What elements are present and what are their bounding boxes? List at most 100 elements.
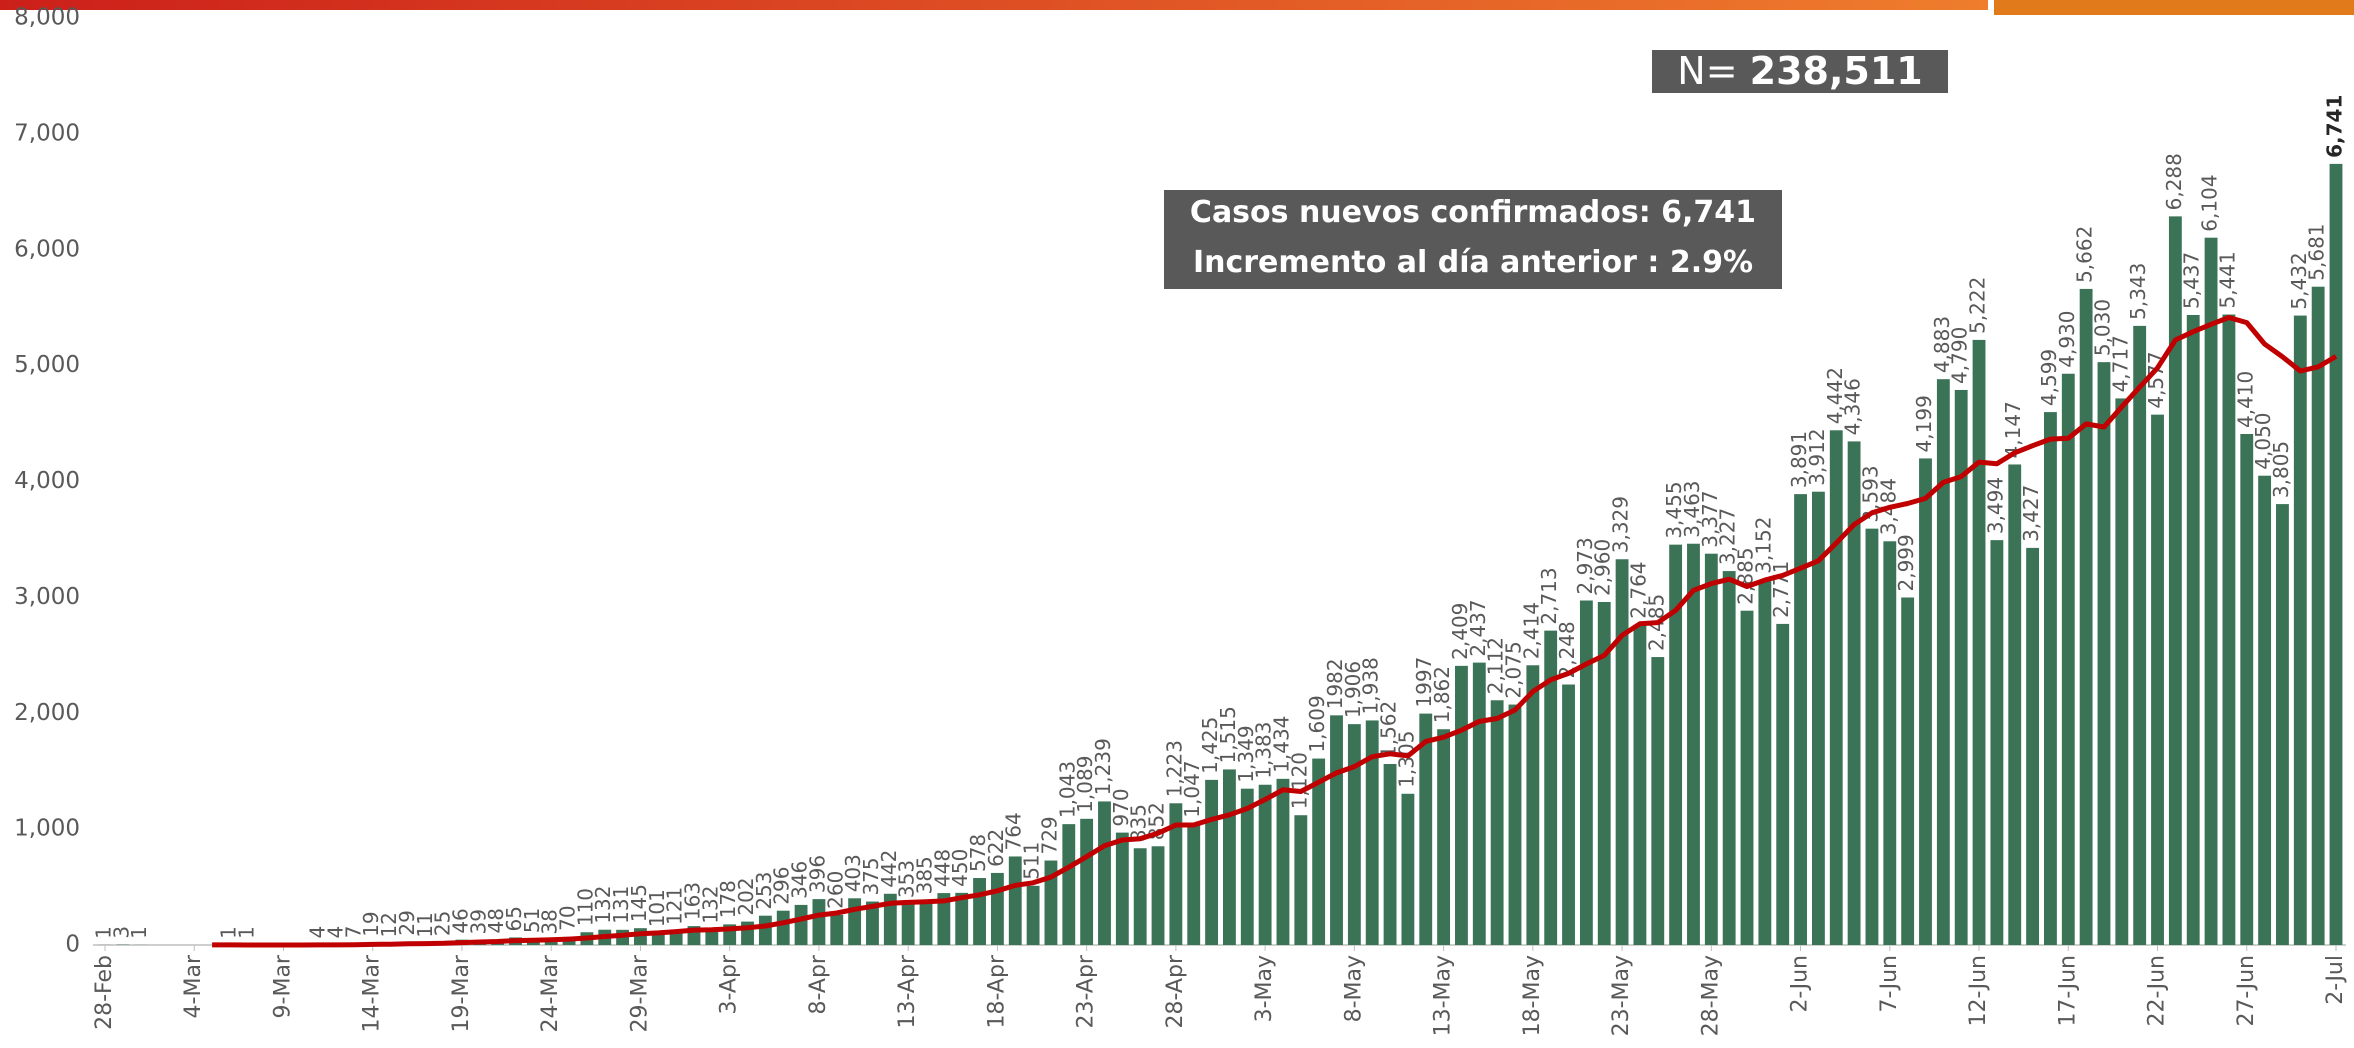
bar: [2151, 414, 2164, 945]
bar: [1151, 846, 1165, 945]
bar: [1722, 571, 1736, 945]
bar: [1455, 665, 1468, 945]
data-label: 2,437: [1466, 599, 1490, 656]
data-label: 3,891: [1787, 431, 1811, 488]
data-label: 5,030: [2090, 299, 2114, 356]
bar: [812, 899, 826, 945]
bar: [1222, 769, 1236, 945]
data-label: 3,494: [1983, 477, 2007, 534]
bar: [794, 904, 808, 945]
bar: [1990, 540, 2004, 945]
bar: [2186, 314, 2200, 945]
bar: [1437, 729, 1451, 945]
data-label: 353: [895, 860, 919, 898]
bar: [1901, 597, 1915, 945]
data-label: 1: [127, 926, 151, 939]
x-tick-label: 28-May: [1698, 955, 1723, 1036]
summary-value: 6,741: [1661, 195, 1756, 230]
bar: [1330, 715, 1343, 945]
x-tick-label: 18-Apr: [984, 954, 1009, 1028]
bar: [1740, 610, 1754, 945]
bar: [1062, 824, 1076, 945]
bar: [1704, 553, 1718, 945]
x-tick-label: 24-Mar: [538, 954, 563, 1032]
data-label: 346: [788, 861, 812, 899]
total-box-bg: [1652, 50, 1948, 93]
bar: [1133, 848, 1147, 945]
x-tick-label: 14-Mar: [360, 954, 385, 1032]
bar: [2079, 288, 2093, 945]
summary-box: Casos nuevos confirmados: 6,741 Incremen…: [1164, 190, 1782, 289]
bar: [1098, 801, 1111, 945]
data-label: 3,329: [1609, 496, 1633, 553]
data-label: 4,790: [1948, 327, 1972, 384]
data-label: 375: [859, 857, 883, 895]
data-label: 1: [92, 926, 116, 939]
bar: [2276, 504, 2289, 945]
x-tick-label: 29-Mar: [627, 954, 652, 1032]
data-label: 6,288: [2162, 153, 2186, 210]
data-label: 1,425: [1198, 717, 1222, 774]
bar: [2204, 237, 2218, 946]
y-tick-label: 1,000: [14, 816, 80, 842]
bar: [1669, 544, 1683, 945]
x-tick-label: 7-Jun: [1877, 955, 1902, 1013]
data-label: 511: [1020, 842, 1044, 880]
data-label: 6,741: [2323, 95, 2347, 158]
x-tick-label: 3-May: [1252, 955, 1277, 1022]
bar: [901, 904, 915, 945]
bar: [1758, 579, 1772, 945]
data-label: 1,938: [1359, 657, 1383, 714]
data-label: 448: [930, 849, 954, 887]
bar: [1419, 713, 1433, 945]
bar: [1294, 815, 1308, 945]
y-tick-label: 0: [65, 932, 80, 958]
bar: [883, 893, 897, 945]
data-label: 403: [841, 854, 865, 892]
data-label: 5,343: [2126, 263, 2150, 320]
data-label: 3,227: [1716, 508, 1740, 565]
data-label: 4,346: [1841, 378, 1865, 435]
data-label: 19: [359, 911, 383, 936]
total-text: N= 238,511: [1677, 49, 1922, 93]
bar: [866, 901, 879, 945]
data-label: 3: [109, 926, 133, 939]
bar: [2044, 412, 2057, 945]
data-label: 3,152: [1751, 516, 1775, 573]
bar: [955, 892, 969, 945]
data-label: 1,906: [1341, 661, 1365, 718]
data-label: 1,239: [1091, 738, 1115, 795]
bar: [1258, 784, 1272, 945]
data-label: 4,599: [2037, 349, 2061, 406]
y-tick-label: 8,000: [14, 5, 80, 31]
data-label: 4,442: [1823, 367, 1847, 424]
x-tick-label: 17-Jun: [2055, 955, 2080, 1027]
data-label: 3,455: [1662, 481, 1686, 538]
data-label: 764: [1002, 812, 1026, 850]
data-label: 396: [805, 855, 829, 893]
bar: [937, 893, 951, 945]
summary-label: Incremento al día anterior :: [1193, 245, 1659, 280]
bar: [919, 900, 933, 945]
x-tick-label: 3-Apr: [717, 954, 742, 1014]
data-label: 12: [377, 912, 401, 937]
data-label: 2,075: [1501, 641, 1525, 698]
bar: [1811, 491, 1825, 945]
data-label: 5,437: [2180, 252, 2204, 309]
bar: [1651, 657, 1665, 945]
data-label: 38: [538, 909, 562, 934]
x-tick-label: 13-May: [1431, 955, 1456, 1036]
data-label: 25: [431, 911, 455, 936]
data-label: 5,681: [2305, 223, 2329, 280]
data-label: 1,047: [1180, 760, 1204, 817]
data-label: 2,885: [1734, 547, 1758, 604]
bar: [2133, 325, 2147, 945]
data-label: 132: [591, 886, 615, 924]
bar: [1919, 458, 1932, 945]
summary-box-bg: [1164, 190, 1782, 289]
plot: 0 1,000 2,000 3,000 4,000 5,000 6,000 7,000 8,00…: [14, 5, 2348, 1037]
y-tick-label: 4,000: [14, 468, 80, 494]
bar: [2097, 362, 2111, 945]
data-label: 450: [948, 849, 972, 887]
data-label: 1,609: [1305, 695, 1329, 752]
